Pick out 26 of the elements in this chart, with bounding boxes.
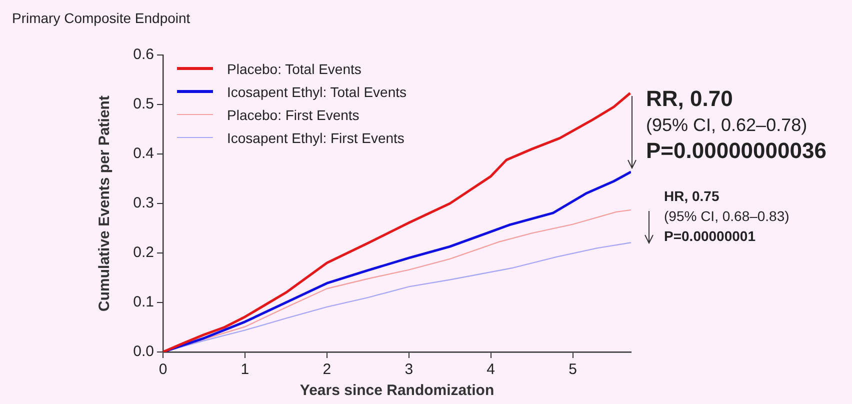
x-tick-label: 1: [240, 361, 250, 378]
x-axis-title: Years since Randomization: [300, 382, 494, 400]
chart-title: Primary Composite Endpoint: [12, 10, 190, 26]
text: (95% CI, 0.62–0.78): [646, 114, 808, 137]
text: RR, 0.70: [646, 86, 734, 112]
x-tick-label: 0: [158, 361, 168, 378]
text: P=0.00000000036: [646, 138, 826, 164]
y-tick-label: 0.5: [133, 96, 154, 113]
y-tick-label: 0.1: [133, 294, 154, 311]
legend-label: Icosapent Ethyl: First Events: [227, 130, 404, 146]
y-tick-label: 0.3: [133, 194, 154, 212]
x-tick-label: 2: [322, 361, 332, 378]
y-tick-label: 0.2: [133, 244, 154, 262]
legend-label: Placebo: Total Events: [227, 60, 362, 76]
y-tick-label: 0.0: [133, 343, 154, 360]
y-axis-title: Cumulative Events per Patient: [96, 96, 114, 312]
x-tick-label: 5: [568, 361, 577, 378]
text: P=0.00000001: [664, 227, 756, 246]
legend-label: Placebo: First Events: [227, 106, 360, 122]
y-tick-label: 0.4: [133, 145, 154, 162]
legend-label: Icosapent Ethyl: Total Events: [227, 84, 407, 100]
x-tick-label: 3: [404, 361, 414, 378]
text: HR, 0.75: [664, 187, 720, 206]
y-tick-label: 0.6: [133, 46, 154, 64]
x-tick-label: 4: [486, 361, 496, 378]
text: (95% CI, 0.68–0.83): [664, 207, 790, 226]
